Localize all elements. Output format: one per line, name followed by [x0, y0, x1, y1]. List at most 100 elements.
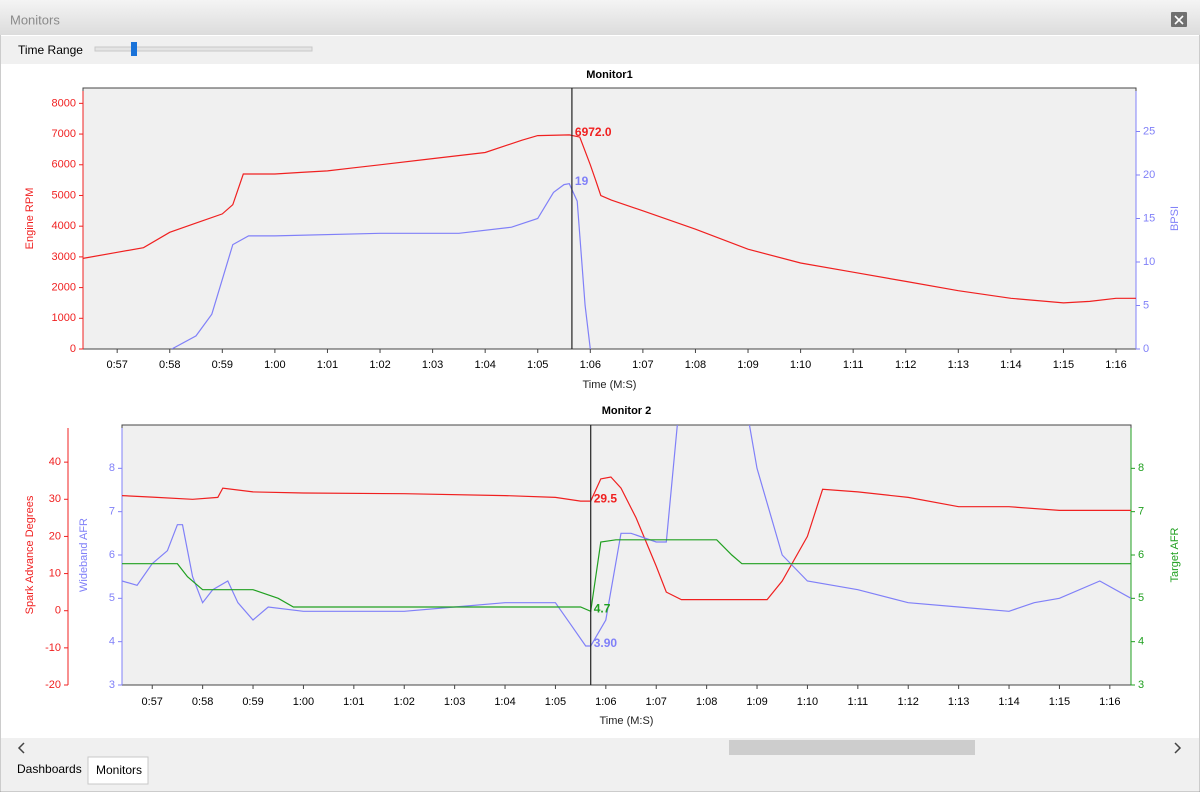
x-tick-label: 1:07 [632, 359, 653, 371]
x-tick-label: 1:06 [580, 359, 601, 371]
tab-active[interactable] [87, 756, 149, 785]
x-tick-label: 0:57 [142, 696, 163, 708]
close-button[interactable] [1171, 12, 1187, 27]
x-tick-label: 1:01 [343, 696, 364, 708]
y-tick-label: 25 [1143, 125, 1155, 137]
y-axis-label: Engine RPM [24, 188, 36, 250]
y-tick-label: 5 [109, 592, 115, 604]
x-tick-label: 1:09 [737, 359, 758, 371]
y-tick-label: 7 [1138, 506, 1144, 518]
x-tick-label: 1:04 [494, 696, 515, 708]
y-tick-label: 4 [109, 636, 115, 648]
y-tick-label: 30 [49, 493, 61, 505]
x-tick-label: 1:02 [369, 359, 390, 371]
x-tick-label: 0:58 [159, 359, 180, 371]
tab[interactable] [10, 758, 88, 782]
x-tick-label: 1:03 [422, 359, 443, 371]
y-tick-label: 10 [49, 567, 61, 579]
y-tick-label: 20 [1143, 169, 1155, 181]
value-annotation: 19 [575, 174, 589, 188]
scroll-right[interactable] [1174, 742, 1182, 754]
y-tick-label: 40 [49, 456, 61, 468]
value-annotation: 6972.0 [575, 125, 612, 139]
window-title: Monitors [10, 12, 60, 27]
y-tick-label: 15 [1143, 212, 1155, 224]
y-tick-label: 6 [1138, 549, 1144, 561]
x-axis-label: Time (M:S) [600, 715, 654, 727]
x-tick-label: 1:16 [1099, 696, 1120, 708]
x-tick-label: 1:11 [843, 359, 864, 371]
y-tick-label: 7000 [52, 128, 76, 140]
slider-track[interactable] [94, 46, 313, 52]
x-tick-label: 0:57 [106, 359, 127, 371]
x-tick-label: 1:13 [948, 696, 969, 708]
y-axis-label: Target AFR [1169, 527, 1181, 582]
series-line [122, 425, 1131, 647]
chart-title: Monitor1 [586, 69, 632, 81]
y-tick-label: 0 [55, 605, 61, 617]
y-tick-label: 7 [109, 506, 115, 518]
scroll-thumb[interactable] [729, 740, 975, 755]
y-axis-label: Spark Advance Degrees [24, 495, 36, 614]
scroll-left[interactable] [17, 742, 25, 754]
y-tick-label: 10 [1143, 256, 1155, 268]
y-tick-label: 0 [70, 343, 76, 355]
y-tick-label: 0 [1143, 343, 1149, 355]
x-tick-label: 1:12 [895, 359, 916, 371]
value-annotation: 4.7 [594, 602, 611, 616]
tab-label[interactable]: Dashboards [17, 762, 82, 776]
x-tick-label: 1:09 [746, 696, 767, 708]
y-tick-label: 8 [109, 462, 115, 474]
y-axis-label: BPSI [1169, 206, 1181, 231]
x-tick-label: 1:00 [264, 359, 285, 371]
plot-area [121, 424, 1132, 686]
chart-title: Monitor 2 [602, 405, 652, 417]
title-bar [0, 0, 1200, 35]
slider-thumb[interactable] [131, 42, 137, 56]
x-axis-label: Time (M:S) [583, 379, 637, 391]
value-annotation: 29.5 [594, 491, 618, 505]
time-range-label: Time Range [18, 43, 83, 57]
x-tick-label: 1:01 [317, 359, 338, 371]
x-tick-label: 1:08 [685, 359, 706, 371]
y-tick-label: 6 [109, 549, 115, 561]
x-tick-label: 1:12 [898, 696, 919, 708]
x-tick-label: 1:10 [797, 696, 818, 708]
y-tick-label: 4 [1138, 636, 1144, 648]
y-tick-label: 2000 [52, 281, 76, 293]
x-tick-label: 1:14 [998, 696, 1019, 708]
y-tick-label: 3 [109, 679, 115, 691]
x-tick-label: 1:06 [595, 696, 616, 708]
y-tick-label: -20 [45, 679, 61, 691]
y-tick-label: 5 [1138, 592, 1144, 604]
tab-strip [1, 757, 1199, 791]
scrollbar[interactable] [1, 738, 1199, 757]
series-line [122, 539, 1131, 613]
y-tick-label: 8000 [52, 97, 76, 109]
tab-label[interactable]: Monitors [96, 763, 142, 777]
y-tick-label: 4000 [52, 220, 76, 232]
x-tick-label: 1:16 [1105, 359, 1126, 371]
series-line [122, 476, 1131, 601]
y-tick-label: 8 [1138, 462, 1144, 474]
y-tick-label: 5000 [52, 189, 76, 201]
x-tick-label: 1:02 [394, 696, 415, 708]
x-tick-label: 0:59 [242, 696, 263, 708]
x-tick-label: 1:10 [790, 359, 811, 371]
x-tick-label: 1:13 [948, 359, 969, 371]
x-tick-label: 0:59 [212, 359, 233, 371]
x-tick-label: 1:11 [848, 696, 869, 708]
x-tick-label: 1:00 [293, 696, 314, 708]
x-tick-label: 1:04 [474, 359, 495, 371]
x-tick-label: 1:08 [696, 696, 717, 708]
y-tick-label: 3 [1138, 679, 1144, 691]
x-tick-label: 1:15 [1053, 359, 1074, 371]
value-annotation: 3.90 [594, 636, 618, 650]
y-tick-label: 5 [1143, 299, 1149, 311]
y-tick-label: -10 [45, 642, 61, 654]
x-tick-label: 1:05 [527, 359, 548, 371]
x-tick-label: 1:07 [646, 696, 667, 708]
x-tick-label: 0:58 [192, 696, 213, 708]
series-line [83, 134, 1136, 304]
